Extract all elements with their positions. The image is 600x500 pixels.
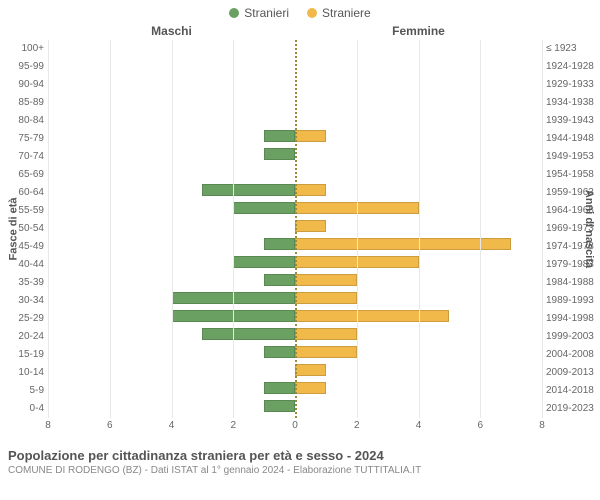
age-label: 75-79 <box>0 130 44 148</box>
birth-year-label: 1944-1948 <box>546 130 600 148</box>
header-female: Femmine <box>295 24 542 38</box>
bar-female <box>295 346 357 358</box>
birth-year-label: 2004-2008 <box>546 346 600 364</box>
y-axis-title-left: Fasce di età <box>7 198 19 261</box>
bar-male <box>264 400 295 412</box>
bar-female <box>295 184 326 196</box>
bar-male <box>233 202 295 214</box>
birth-year-label: 1984-1988 <box>546 274 600 292</box>
bar-male <box>264 238 295 250</box>
bar-female <box>295 292 357 304</box>
footer: Popolazione per cittadinanza straniera p… <box>0 438 600 476</box>
column-headers: Maschi Femmine <box>0 20 600 40</box>
x-tick: 6 <box>107 420 113 431</box>
age-label: 10-14 <box>0 364 44 382</box>
legend-item-male: Stranieri <box>229 6 289 20</box>
chart-area: Fasce di età Anni di nascita 100+95-9990… <box>0 40 600 418</box>
birth-year-label: 1949-1953 <box>546 148 600 166</box>
gridline <box>48 40 49 418</box>
bar-female <box>295 382 326 394</box>
x-tick: 0 <box>292 420 298 431</box>
bar-male <box>264 148 295 160</box>
gridline <box>172 40 173 418</box>
bar-female <box>295 310 449 322</box>
birth-year-label: 2009-2013 <box>546 364 600 382</box>
age-label: 25-29 <box>0 310 44 328</box>
birth-year-label: 2019-2023 <box>546 400 600 418</box>
age-label: 5-9 <box>0 382 44 400</box>
age-label: 85-89 <box>0 94 44 112</box>
birth-year-label: 2014-2018 <box>546 382 600 400</box>
bar-female <box>295 328 357 340</box>
x-tick: 2 <box>230 420 236 431</box>
age-label: 70-74 <box>0 148 44 166</box>
x-axis: 8 6 4 2 0 2 4 6 8 <box>48 420 542 438</box>
center-divider <box>295 40 297 418</box>
age-label: 65-69 <box>0 166 44 184</box>
birth-year-label: 1954-1958 <box>546 166 600 184</box>
age-label: 30-34 <box>0 292 44 310</box>
bar-female <box>295 274 357 286</box>
x-tick: 4 <box>169 420 175 431</box>
gridline <box>233 40 234 418</box>
gridline <box>357 40 358 418</box>
age-label: 90-94 <box>0 76 44 94</box>
birth-year-label: 1929-1933 <box>546 76 600 94</box>
y-axis-title-right: Anni di nascita <box>583 190 595 268</box>
birth-year-label: 1939-1943 <box>546 112 600 130</box>
age-label: 95-99 <box>0 58 44 76</box>
x-tick: 8 <box>45 420 51 431</box>
x-tick: 2 <box>354 420 360 431</box>
plot-area <box>48 40 542 418</box>
age-label: 20-24 <box>0 328 44 346</box>
bar-male <box>233 256 295 268</box>
birth-year-label: 1989-1993 <box>546 292 600 310</box>
age-label: 0-4 <box>0 400 44 418</box>
bar-male <box>264 346 295 358</box>
gridline <box>419 40 420 418</box>
bar-male <box>202 184 295 196</box>
legend-swatch-male <box>229 8 239 18</box>
gridline <box>542 40 543 418</box>
legend-swatch-female <box>307 8 317 18</box>
bar-female <box>295 238 511 250</box>
legend: Stranieri Straniere <box>0 0 600 20</box>
bar-male <box>202 328 295 340</box>
birth-year-label: 1934-1938 <box>546 94 600 112</box>
birth-year-label: 1994-1998 <box>546 310 600 328</box>
age-label: 15-19 <box>0 346 44 364</box>
bar-male <box>264 274 295 286</box>
gridline <box>110 40 111 418</box>
x-tick: 8 <box>539 420 545 431</box>
birth-year-label: ≤ 1923 <box>546 40 600 58</box>
header-male: Maschi <box>48 24 295 38</box>
bar-female <box>295 130 326 142</box>
legend-label-male: Stranieri <box>244 6 289 20</box>
age-label: 35-39 <box>0 274 44 292</box>
birth-year-label: 1999-2003 <box>546 328 600 346</box>
legend-item-female: Straniere <box>307 6 371 20</box>
age-label: 80-84 <box>0 112 44 130</box>
bar-male <box>264 130 295 142</box>
chart-title: Popolazione per cittadinanza straniera p… <box>8 448 592 463</box>
birth-year-label: 1924-1928 <box>546 58 600 76</box>
chart-container: Stranieri Straniere Maschi Femmine Fasce… <box>0 0 600 500</box>
chart-subtitle: COMUNE DI RODENGO (BZ) - Dati ISTAT al 1… <box>8 465 592 476</box>
x-tick: 4 <box>416 420 422 431</box>
bar-male <box>264 382 295 394</box>
age-label: 100+ <box>0 40 44 58</box>
legend-label-female: Straniere <box>322 6 371 20</box>
x-tick: 6 <box>477 420 483 431</box>
gridline <box>480 40 481 418</box>
bar-female <box>295 220 326 232</box>
bar-female <box>295 364 326 376</box>
